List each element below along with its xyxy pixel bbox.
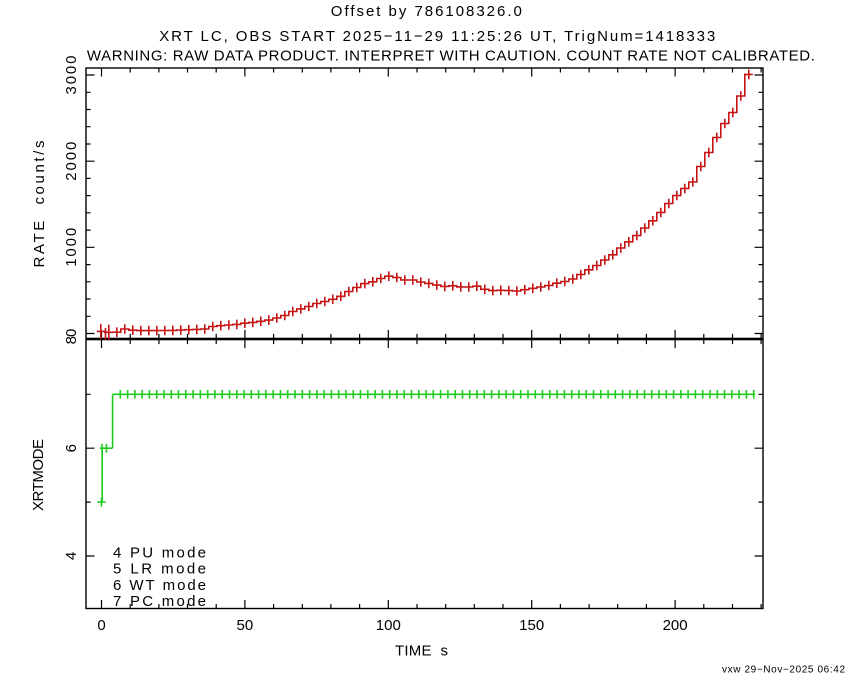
- svg-text:6 WT mode: 6 WT mode: [113, 577, 206, 594]
- svg-text:7 PC mode: 7 PC mode: [113, 593, 206, 610]
- svg-text:200: 200: [663, 617, 688, 634]
- svg-text:XRTMODE: XRTMODE: [30, 439, 47, 511]
- svg-text:4 PU mode: 4 PU mode: [113, 545, 206, 562]
- svg-text:50: 50: [237, 617, 254, 634]
- svg-text:Offset by 786108326.0: Offset by 786108326.0: [331, 3, 522, 20]
- svg-text:8: 8: [63, 336, 80, 344]
- svg-text:4: 4: [63, 552, 80, 560]
- svg-text:1000: 1000: [63, 228, 80, 267]
- svg-text:0: 0: [97, 617, 105, 634]
- svg-text:RATE count/s: RATE count/s: [31, 141, 48, 268]
- svg-text:WARNING: RAW DATA PRODUCT. INT: WARNING: RAW DATA PRODUCT. INTERPRET WIT…: [87, 48, 815, 65]
- svg-text:XRT LC, OBS START 2025−11−29 1: XRT LC, OBS START 2025−11−29 11:25:26 UT…: [159, 28, 715, 45]
- svg-text:3000: 3000: [63, 56, 80, 95]
- svg-text:0: 0: [63, 329, 80, 337]
- svg-text:TIME s: TIME s: [395, 643, 448, 660]
- svg-text:100: 100: [376, 617, 401, 634]
- svg-text:150: 150: [519, 617, 544, 634]
- svg-text:6: 6: [63, 444, 80, 452]
- svg-text:2000: 2000: [63, 142, 80, 181]
- svg-text:vxw 29−Nov−2025 06:42: vxw 29−Nov−2025 06:42: [722, 665, 845, 676]
